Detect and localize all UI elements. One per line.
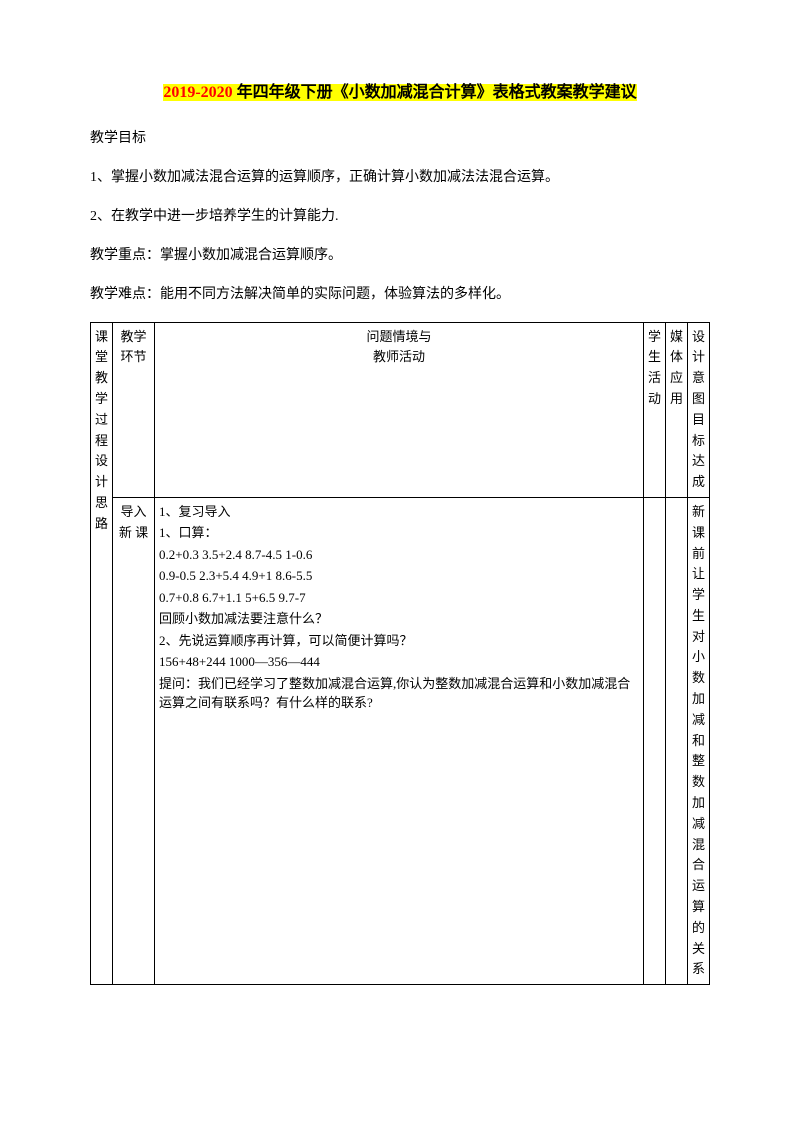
row1-stage-text: 导入新 课	[119, 504, 148, 540]
header-student: 学生活动	[644, 322, 666, 497]
header-stage: 教学环节	[113, 322, 155, 497]
row1-l8: 156+48+244 1000—356—444	[159, 652, 639, 672]
key-point: 教学重点：掌握小数加减混合运算顺序。	[90, 243, 710, 268]
lesson-table: 课堂教学过程设计思路 教学环节 问题情境与 教师活动 学生活动 媒体应用 设计意…	[90, 322, 710, 986]
header-design-text: 设计意图目标达成	[692, 327, 705, 493]
row1-stage: 导入新 课	[113, 497, 155, 984]
header-main: 问题情境与 教师活动	[155, 322, 644, 497]
page-title: 2019-2020 年四年级下册《小数加减混合计算》表格式教案教学建议	[90, 80, 710, 106]
goal-2: 2、在教学中进一步培养学生的计算能力.	[90, 204, 710, 229]
title-rest: 年四年级下册《小数加减混合计算》表格式教案教学建议	[233, 84, 637, 101]
row1-l1: 1、复习导入	[159, 502, 639, 522]
row1-l2: 1、口算：	[159, 523, 639, 543]
row1-design-text: 新课前让学生对小数加减和整数加减混合运算的关系	[692, 502, 705, 980]
header-media-text: 媒体应用	[670, 327, 683, 410]
goal-1: 1、掌握小数加减法混合运算的运算顺序，正确计算小数加减法法混合运算。	[90, 165, 710, 190]
row1-l6: 回顾小数加减法要注意什么？	[159, 609, 639, 629]
table-header-row: 课堂教学过程设计思路 教学环节 问题情境与 教师活动 学生活动 媒体应用 设计意…	[91, 322, 710, 497]
header-media: 媒体应用	[666, 322, 688, 497]
row1-l4: 0.9-0.5 2.3+5.4 4.9+1 8.6-5.5	[159, 566, 639, 586]
title-year: 2019-2020	[163, 84, 232, 101]
row1-l5: 0.7+0.8 6.7+1.1 5+6.5 9.7-7	[159, 588, 639, 608]
header-stage-text: 教学环节	[120, 329, 146, 365]
table-row: 导入新 课 1、复习导入 1、口算： 0.2+0.3 3.5+2.4 8.7-4…	[91, 497, 710, 984]
header-design: 设计意图目标达成	[688, 322, 710, 497]
goal-label: 教学目标	[90, 126, 710, 151]
header-main-line1: 问题情境与	[366, 329, 431, 344]
header-main-line2: 教师活动	[373, 349, 425, 364]
row1-main: 1、复习导入 1、口算： 0.2+0.3 3.5+2.4 8.7-4.5 1-0…	[155, 497, 644, 984]
row1-student	[644, 497, 666, 984]
row1-l3: 0.2+0.3 3.5+2.4 8.7-4.5 1-0.6	[159, 545, 639, 565]
row1-design: 新课前让学生对小数加减和整数加减混合运算的关系	[688, 497, 710, 984]
header-student-text: 学生活动	[648, 327, 661, 410]
row1-l7: 2、先说运算顺序再计算，可以简便计算吗？	[159, 631, 639, 651]
side-col: 课堂教学过程设计思路	[91, 322, 113, 985]
row1-media	[666, 497, 688, 984]
difficult-point: 教学难点：能用不同方法解决简单的实际问题，体验算法的多样化。	[90, 282, 710, 307]
row1-l9: 提问：我们已经学习了整数加减混合运算,你认为整数加减混合运算和小数加减混合运算之…	[159, 674, 639, 713]
side-col-text: 课堂教学过程设计思路	[95, 327, 108, 535]
